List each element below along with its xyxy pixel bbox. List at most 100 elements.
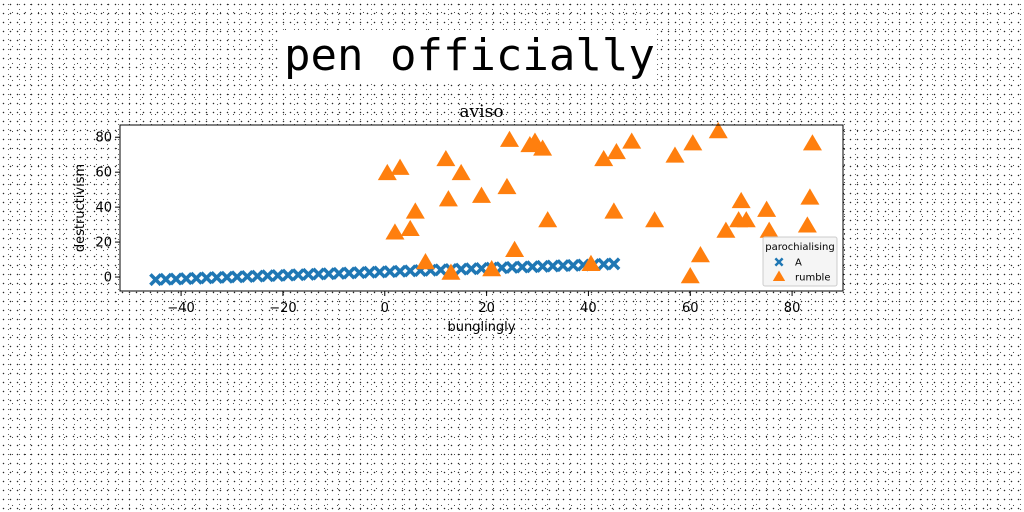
y-tick-label: 0 — [104, 271, 112, 286]
y-tick-label: 20 — [95, 236, 112, 251]
series-rumble-point — [581, 254, 601, 271]
series-a-point — [179, 272, 193, 286]
x-tick-label: 60 — [682, 301, 699, 316]
series-rumble-point — [645, 211, 665, 228]
series-rumble-point — [797, 216, 817, 233]
chart-marks — [149, 121, 822, 287]
series-rumble-point — [377, 163, 397, 181]
series-a-point — [607, 257, 621, 271]
series-rumble-point — [497, 177, 517, 195]
series-rumble-point — [716, 221, 736, 238]
y-tick-label: 40 — [95, 201, 112, 216]
series-a-point — [271, 268, 285, 282]
series-rumble-point — [708, 121, 728, 139]
series-rumble-point — [438, 190, 458, 207]
series-rumble-point — [800, 188, 820, 205]
series-rumble-point — [385, 223, 405, 240]
series-a-point — [495, 261, 509, 275]
series-a-point — [403, 264, 417, 278]
series-a-point — [322, 267, 336, 281]
legend-title: parochialising — [765, 242, 834, 253]
legend-marker-a — [774, 257, 784, 267]
legend-box — [762, 236, 838, 287]
series-rumble-point — [683, 134, 703, 151]
series-a-point — [393, 264, 407, 278]
series-rumble-point — [731, 191, 751, 209]
y-tick-label: 60 — [95, 166, 112, 181]
series-a-point — [566, 258, 580, 272]
series-rumble-point — [482, 260, 502, 277]
series-a-point — [230, 270, 244, 284]
plot-area — [120, 125, 843, 291]
series-a-point — [332, 266, 346, 280]
series-a-point — [464, 262, 478, 276]
series-rumble-point — [390, 158, 410, 175]
series-a-point — [169, 272, 183, 286]
series-rumble-point — [415, 253, 435, 270]
series-rumble-point — [400, 219, 420, 237]
series-rumble-point — [736, 211, 756, 228]
series-a-point — [525, 260, 539, 274]
series-a-point — [281, 268, 295, 282]
series-rumble-point — [680, 267, 700, 284]
series-a-point — [556, 259, 570, 273]
series-rumble-point — [500, 130, 520, 147]
series-rumble-point — [690, 246, 710, 263]
series-a-point — [189, 271, 203, 285]
series-rumble-point — [436, 149, 456, 167]
series-rumble-point — [472, 186, 491, 203]
legend-label: A — [795, 258, 802, 269]
series-rumble-point — [505, 240, 525, 258]
series-a-point — [515, 260, 529, 274]
series-rumble-point — [405, 202, 425, 219]
series-rumble-point — [594, 149, 614, 167]
series-a-point — [200, 271, 214, 285]
series-a-point — [261, 269, 275, 283]
series-rumble-point — [451, 163, 471, 181]
series-rumble-point — [606, 142, 626, 160]
series-rumble-point — [538, 211, 558, 228]
x-tick-label: −20 — [269, 301, 296, 316]
series-rumble-point — [441, 263, 461, 280]
series-a-point — [505, 260, 519, 274]
series-rumble-point — [757, 200, 777, 217]
series-rumble-point — [759, 221, 779, 238]
series-a-point — [291, 268, 305, 282]
series-a-point — [149, 273, 163, 287]
series-rumble-point — [533, 139, 553, 156]
series-rumble-point — [802, 134, 822, 151]
y-tick-label: 80 — [95, 131, 112, 146]
y-axis-label: destructivism — [73, 164, 88, 252]
legend-label: rumble — [795, 273, 830, 284]
series-rumble-point — [604, 202, 624, 219]
series-a-point — [454, 262, 468, 276]
series-a-point — [312, 267, 326, 281]
series-a-point — [159, 272, 173, 286]
series-a-point — [383, 265, 397, 279]
x-tick-label: 80 — [784, 301, 801, 316]
chart-title: aviso — [459, 102, 503, 122]
series-a-point — [352, 266, 366, 280]
series-a-point — [536, 259, 550, 273]
x-tick-label: 40 — [580, 301, 597, 316]
legend-marker-rumble — [772, 270, 786, 282]
series-a-point — [362, 265, 376, 279]
x-tick-label: −40 — [167, 301, 194, 316]
series-a-point — [546, 259, 560, 273]
chart-axes: −40 −20 0 20 40 60 80 0 20 40 60 80 — [95, 131, 800, 316]
series-a-point — [210, 271, 224, 285]
series-a-point — [220, 270, 234, 284]
x-tick-label: 20 — [478, 301, 495, 316]
series-a-point — [597, 257, 611, 271]
series-a-point — [475, 261, 488, 275]
series-a-point — [250, 269, 264, 283]
series-a-point — [301, 267, 315, 281]
series-a-point — [240, 269, 254, 283]
x-axis-label: bunglingly — [447, 320, 515, 335]
series-a-point — [373, 265, 387, 279]
series-rumble-point — [665, 146, 685, 163]
series-rumble-point — [622, 132, 642, 149]
series-a-point — [434, 263, 448, 277]
